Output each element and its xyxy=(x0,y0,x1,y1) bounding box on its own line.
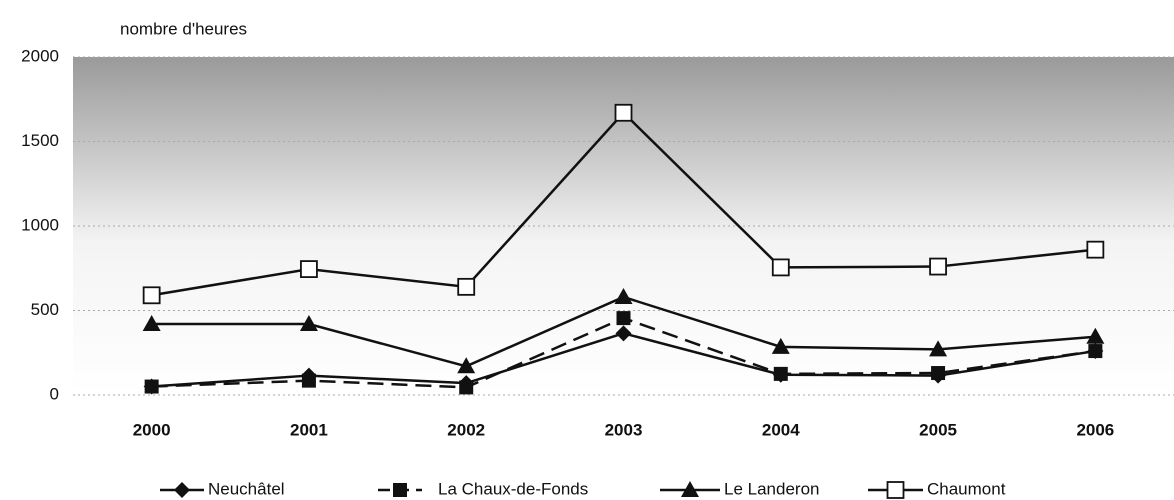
legend-label: Chaumont xyxy=(927,479,1006,498)
marker xyxy=(142,315,161,332)
marker xyxy=(457,357,476,374)
marker xyxy=(931,366,946,381)
y-tick-label: 0 xyxy=(50,384,59,403)
marker xyxy=(615,325,632,342)
marker xyxy=(1086,327,1105,344)
marker xyxy=(393,483,407,497)
marker xyxy=(144,379,159,394)
x-tick-label: 2001 xyxy=(290,420,328,439)
legend-label: La Chaux-de-Fonds xyxy=(438,479,588,498)
legend-label: Neuchâtel xyxy=(208,479,285,498)
x-tick-label: 2005 xyxy=(919,420,957,439)
marker xyxy=(614,103,633,122)
marker xyxy=(929,340,948,357)
marker xyxy=(300,260,318,278)
marker xyxy=(142,286,161,305)
x-tick-label: 2006 xyxy=(1076,420,1114,439)
marker xyxy=(174,482,190,498)
marker xyxy=(681,481,699,497)
y-axis-label: nombre d'heures xyxy=(120,19,247,38)
marker xyxy=(459,380,474,395)
marker xyxy=(457,277,476,296)
marker xyxy=(886,481,905,499)
x-tick-label: 2003 xyxy=(605,420,643,439)
marker xyxy=(616,311,631,326)
marker xyxy=(299,315,318,332)
y-tick-label: 500 xyxy=(31,300,59,319)
y-tick-label: 1500 xyxy=(21,131,59,150)
marker xyxy=(771,337,790,354)
legend-label: Le Landeron xyxy=(724,479,819,498)
marker xyxy=(929,257,947,276)
marker xyxy=(1088,344,1103,359)
y-tick-label: 1000 xyxy=(21,215,59,234)
y-tick-label: 2000 xyxy=(21,46,59,65)
x-tick-label: 2004 xyxy=(762,420,800,439)
marker xyxy=(1086,240,1105,259)
x-tick-label: 2002 xyxy=(447,420,485,439)
marker xyxy=(773,366,788,381)
marker xyxy=(771,258,790,277)
marker xyxy=(301,373,316,388)
x-tick-label: 2000 xyxy=(133,420,171,439)
marker xyxy=(614,287,633,304)
